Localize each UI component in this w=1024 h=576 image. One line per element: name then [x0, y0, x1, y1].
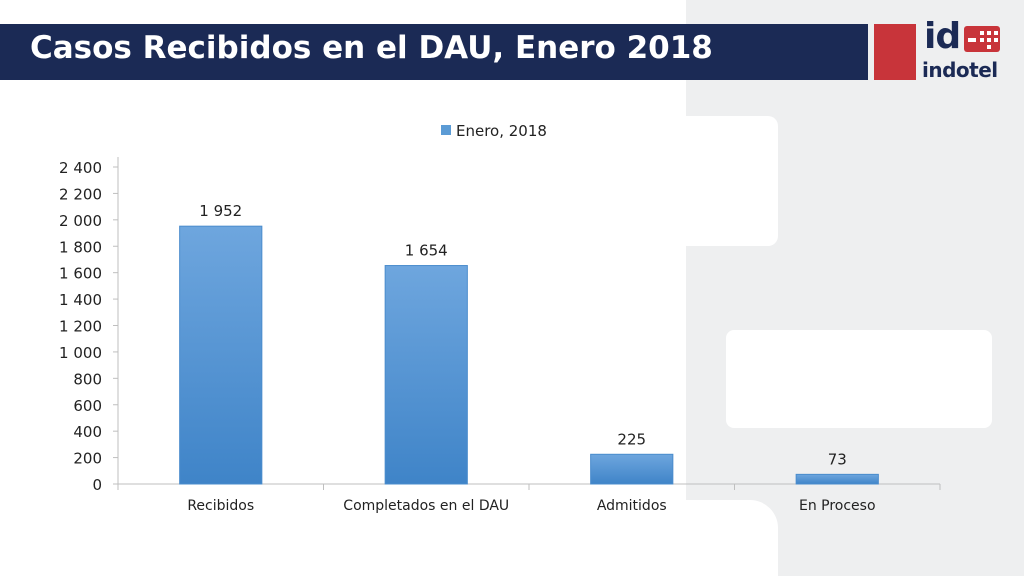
legend-swatch	[441, 125, 451, 135]
y-tick-label: 1 200	[59, 318, 102, 336]
page-title: Casos Recibidos en el DAU, Enero 2018	[30, 30, 713, 66]
y-tick-label: 1 600	[59, 265, 102, 283]
y-tick-label: 0	[92, 476, 102, 494]
y-tick-label: 800	[73, 370, 102, 388]
y-tick-label: 2 400	[59, 159, 102, 177]
bar	[179, 225, 263, 485]
x-tick-label: Completados en el DAU	[343, 498, 509, 514]
y-tick-label: 400	[73, 423, 102, 441]
x-tick-label: En Proceso	[799, 498, 876, 514]
data-label: 225	[617, 430, 646, 448]
y-tick-label: 2 200	[59, 185, 102, 203]
background-cutout-middle	[726, 330, 992, 428]
y-tick-label: 1 800	[59, 238, 102, 256]
data-label: 73	[828, 450, 847, 468]
x-tick-label: Admitidos	[597, 498, 667, 514]
y-tick-label: 2 000	[59, 212, 102, 230]
logo-mark: id	[924, 16, 961, 57]
legend-label: Enero, 2018	[456, 122, 547, 140]
logo-keypad-icon	[964, 26, 1000, 52]
y-tick-label: 600	[73, 397, 102, 415]
bar	[384, 265, 468, 485]
data-label: 1 654	[405, 242, 448, 260]
bar	[590, 453, 674, 485]
bar	[795, 473, 879, 485]
y-tick-label: 1 400	[59, 291, 102, 309]
logo-name: indotel	[922, 58, 998, 82]
x-tick-label: Recibidos	[187, 498, 254, 514]
background-cutout-bottom	[686, 500, 778, 576]
indotel-logo: id indotel	[922, 16, 1004, 84]
y-tick-label: 1 000	[59, 344, 102, 362]
logo-accent-block	[874, 24, 916, 80]
y-tick-label: 200	[73, 450, 102, 468]
data-label: 1 952	[199, 202, 242, 220]
title-bar	[0, 24, 868, 80]
background-cutout-top	[686, 116, 778, 246]
